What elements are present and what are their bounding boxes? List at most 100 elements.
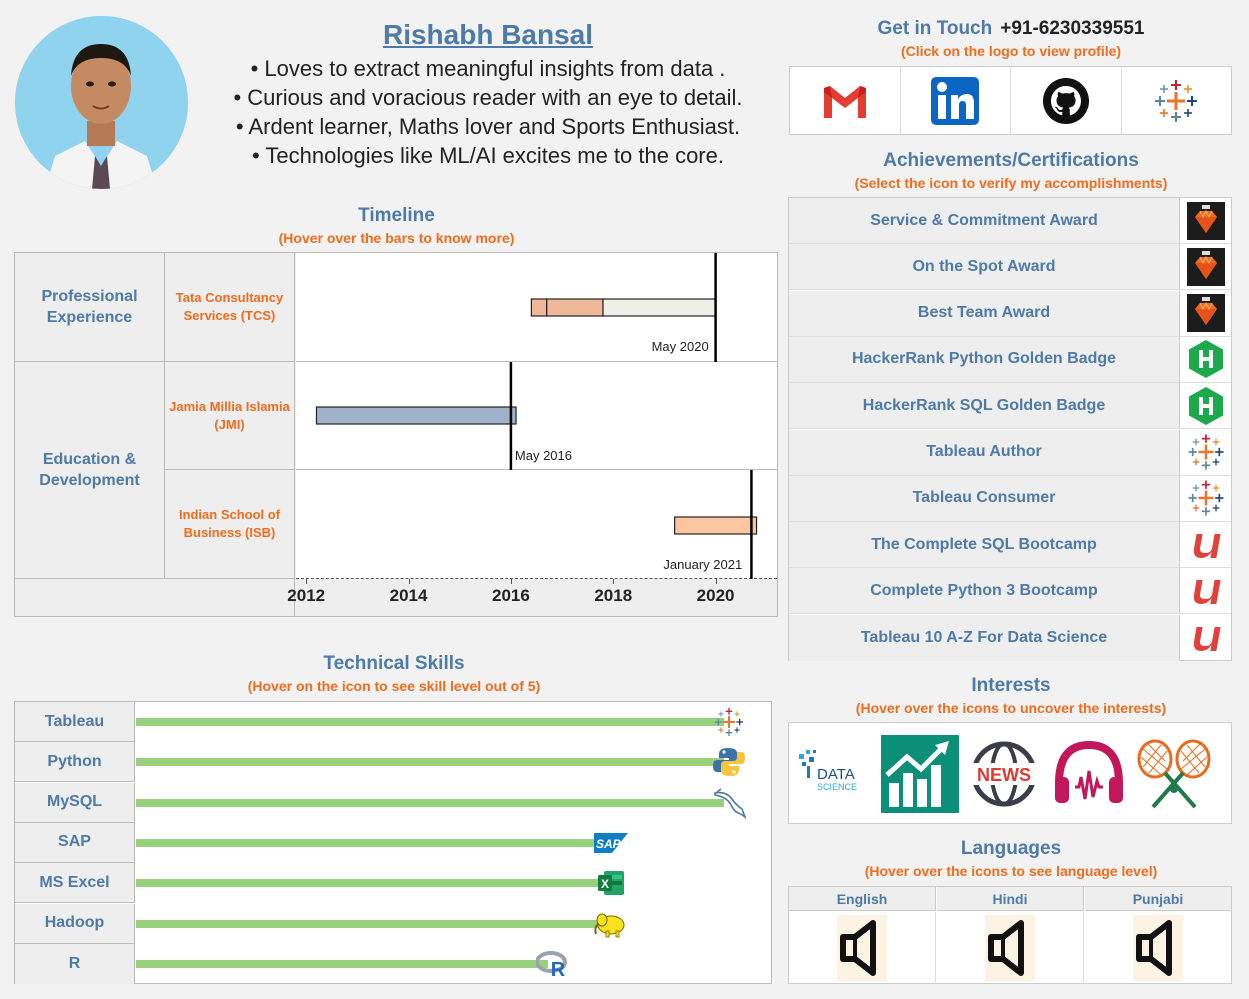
timeline-bar[interactable] xyxy=(674,516,758,535)
skill-bar xyxy=(136,919,607,928)
timeline-tick xyxy=(408,579,410,584)
timeline-bar[interactable] xyxy=(602,298,717,317)
achievement-label: Service & Commitment Award xyxy=(789,198,1180,243)
data-science-subtext: SCIENCE xyxy=(817,782,857,792)
profile-name: Rishabh Bansal xyxy=(382,19,594,50)
timeline-chart: Professional Experience Education & Deve… xyxy=(14,252,778,617)
mysql-icon[interactable] xyxy=(712,787,746,819)
skill-label: R xyxy=(15,943,135,984)
skill-bar xyxy=(136,718,724,726)
udemy-icon[interactable] xyxy=(1181,568,1231,613)
timeline-tick-label: 2016 xyxy=(491,586,530,605)
stock-market-icon[interactable] xyxy=(881,735,959,813)
python-icon[interactable] xyxy=(712,746,746,778)
skill-row: Tableau xyxy=(15,702,771,742)
timeline-tick-label: 2018 xyxy=(594,586,633,605)
achievement-label: The Complete SQL Bootcamp xyxy=(789,522,1180,568)
timeline-group-professional: Professional Experience xyxy=(15,253,165,362)
timeline-row-band xyxy=(296,362,777,470)
tableau-icon[interactable] xyxy=(1181,476,1231,521)
hadoop-icon[interactable] xyxy=(594,908,628,940)
hackerrank-icon[interactable] xyxy=(1181,337,1231,382)
achievement-row: Tableau Consumer xyxy=(789,475,1231,522)
interests-subtitle: (Hover over the icons to uncover the int… xyxy=(855,700,1167,716)
achievement-row: Best Team Award xyxy=(789,290,1231,337)
timeline-tick xyxy=(306,579,308,584)
interests-title: Interests xyxy=(971,675,1051,696)
timeline-bar[interactable] xyxy=(530,298,548,317)
achievement-row: Tableau Author xyxy=(789,429,1231,476)
badminton-icon[interactable] xyxy=(1133,737,1215,811)
linkedin-link[interactable] xyxy=(901,67,1011,134)
gmail-link[interactable] xyxy=(790,67,901,134)
timeline-tick-label: 2020 xyxy=(696,586,735,605)
timeline-bar[interactable] xyxy=(315,406,517,425)
tableau-icon[interactable] xyxy=(1152,77,1200,125)
tcs-gem-icon[interactable] xyxy=(1181,198,1231,243)
data-science-text: DATA xyxy=(817,766,855,783)
gmail-icon[interactable] xyxy=(820,82,870,120)
svg-text:X: X xyxy=(601,877,609,891)
svg-text:SAP: SAP xyxy=(596,837,622,851)
achievement-label: Tableau Author xyxy=(789,429,1180,475)
tcs-gem-icon[interactable] xyxy=(1181,291,1231,336)
skill-row: Python xyxy=(15,742,771,783)
timeline-org-jmi: Jamia Millia Islamia (JMI) xyxy=(165,362,295,470)
tableau-link[interactable] xyxy=(1122,67,1232,134)
tcs-gem-icon[interactable] xyxy=(1181,244,1231,289)
r-icon[interactable]: R xyxy=(535,948,570,980)
speaker-icon[interactable] xyxy=(985,915,1035,981)
timeline-org-tcs: Tata Consultancy Services (TCS) xyxy=(165,253,295,362)
timeline-tick xyxy=(715,579,717,584)
achievement-label: On the Spot Award xyxy=(789,244,1180,290)
skill-bar xyxy=(136,798,724,807)
language-punjabi-cell xyxy=(1085,912,1231,984)
achievements-title: Achievements/Certifications xyxy=(883,150,1139,171)
contact-subtitle: (Click on the logo to view profile) xyxy=(900,43,1122,59)
timeline-marker-label: January 2021 xyxy=(663,557,742,572)
linkedin-icon[interactable] xyxy=(930,76,980,126)
udemy-icon[interactable] xyxy=(1181,522,1231,567)
achievement-label: Tableau 10 A-Z For Data Science xyxy=(789,614,1180,661)
timeline-title: Timeline xyxy=(358,205,435,226)
profile-bullet: • Loves to extract meaningful insights f… xyxy=(250,56,726,81)
news-text: NEWS xyxy=(977,765,1031,785)
excel-icon[interactable]: X xyxy=(594,867,628,899)
contact-phone: +91-6230339551 xyxy=(1000,18,1145,39)
udemy-icon[interactable] xyxy=(1181,615,1231,661)
github-icon[interactable] xyxy=(1042,77,1090,125)
news-icon[interactable]: NEWS xyxy=(969,739,1039,809)
contact-title: Get in Touch +91-6230339551 xyxy=(790,18,1232,40)
skill-bar xyxy=(136,959,548,968)
timeline-subtitle: (Hover over the bars to know more) xyxy=(278,230,515,246)
tableau-icon[interactable] xyxy=(1181,430,1231,475)
profile-bullet: • Technologies like ML/AI excites me to … xyxy=(252,143,724,168)
music-headphones-icon[interactable] xyxy=(1051,737,1127,811)
skill-label: SAP xyxy=(15,822,135,863)
data-science-icon[interactable]: DATA SCIENCE xyxy=(797,748,879,798)
achievement-row: HackerRank SQL Golden Badge xyxy=(789,383,1231,430)
contact-links xyxy=(789,66,1232,135)
timeline-tick-label: 2014 xyxy=(389,586,428,605)
speaker-icon[interactable] xyxy=(837,915,887,981)
contact-heading: Get in Touch xyxy=(877,18,993,39)
hackerrank-icon[interactable] xyxy=(1181,383,1231,428)
skill-label: Python xyxy=(15,742,135,783)
skills-chart: Tableau Python MySQL SAP SAP MS Excel X Hadoop R… xyxy=(14,701,772,984)
achievement-row: The Complete SQL Bootcamp xyxy=(789,522,1231,569)
skill-row: SAP SAP xyxy=(15,822,771,863)
timeline-bar[interactable] xyxy=(546,298,604,317)
achievement-row: Tableau 10 A-Z For Data Science xyxy=(789,614,1231,661)
speaker-icon[interactable] xyxy=(1133,915,1183,981)
achievement-row: Service & Commitment Award xyxy=(789,198,1231,244)
languages-table: English Hindi Punjabi xyxy=(788,886,1232,984)
skill-bar xyxy=(136,758,724,767)
sap-icon[interactable]: SAP xyxy=(594,827,629,859)
tableau-icon[interactable] xyxy=(712,706,746,738)
github-link[interactable] xyxy=(1011,67,1122,134)
skill-label: Tableau xyxy=(15,702,135,742)
achievements-subtitle: (Select the icon to verify my accomplish… xyxy=(854,175,1168,191)
svg-text:R: R xyxy=(550,959,565,978)
language-english-label: English xyxy=(789,887,936,911)
